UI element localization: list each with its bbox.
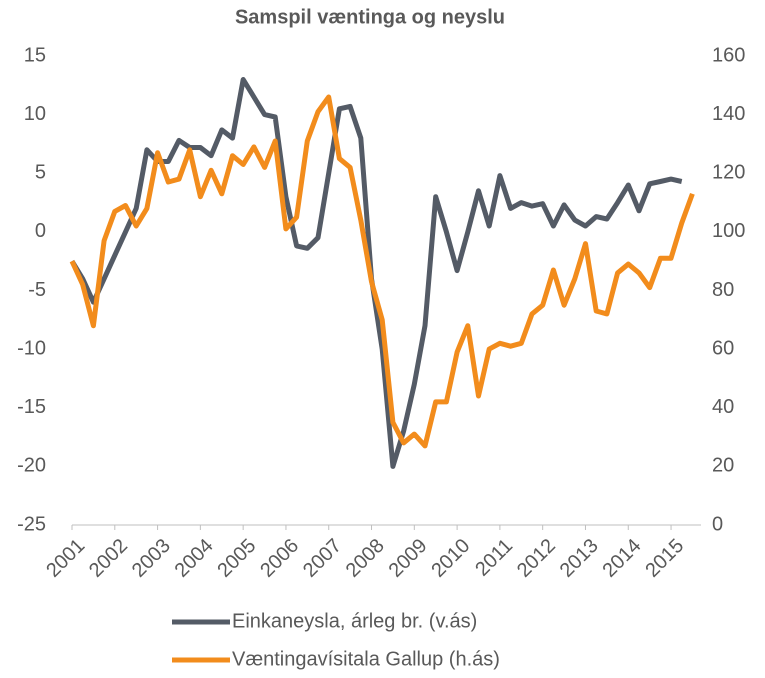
y2-tick-label: 160: [712, 44, 745, 66]
x-tick-label: 2012: [513, 535, 560, 582]
x-tick-label: 2001: [42, 535, 89, 582]
x-tick-label: 2011: [471, 535, 517, 581]
x-tick-label: 2007: [299, 535, 346, 582]
y2-tick-label: 20: [712, 455, 734, 477]
series-line: [69, 94, 695, 449]
chart-title: Samspil væntinga og neyslu: [235, 6, 505, 28]
y2-tick-label: 80: [712, 279, 734, 301]
x-tick-label: 2004: [171, 535, 218, 582]
y-tick-label: 5: [35, 162, 46, 184]
x-tick-label: 2006: [256, 535, 303, 582]
x-tick-label: 2009: [385, 535, 432, 582]
x-tick-label: 2008: [342, 535, 389, 582]
y-tick-label: 15: [24, 44, 46, 66]
y-tick-label: -20: [17, 455, 46, 477]
y2-tick-label: 40: [712, 396, 734, 418]
y-tick-label: -10: [17, 337, 46, 359]
y-tick-label: -15: [17, 396, 46, 418]
y-tick-label: 10: [24, 103, 46, 125]
x-tick-label: 2014: [599, 535, 646, 582]
y2-tick-label: 120: [712, 162, 745, 184]
y-tick-label: -25: [17, 513, 46, 535]
x-tick-label: 2013: [556, 535, 603, 582]
y2-tick-label: 140: [712, 103, 745, 125]
x-tick-label: 2015: [641, 535, 688, 582]
y-tick-label: -5: [28, 279, 46, 301]
series-line: [69, 77, 683, 469]
y2-tick-label: 60: [712, 337, 734, 359]
legend-label: Einkaneysla, árleg br. (v.ás): [232, 610, 477, 632]
y2-tick-label: 0: [712, 513, 723, 535]
y2-tick-label: 100: [712, 220, 745, 242]
x-tick-label: 2002: [85, 535, 132, 582]
x-tick-label: 2003: [128, 535, 175, 582]
x-tick-label: 2005: [213, 535, 260, 582]
x-tick-label: 2010: [427, 535, 474, 582]
legend-label: Væntingavísitala Gallup (h.ás): [232, 648, 500, 670]
y-tick-label: 0: [35, 220, 46, 242]
